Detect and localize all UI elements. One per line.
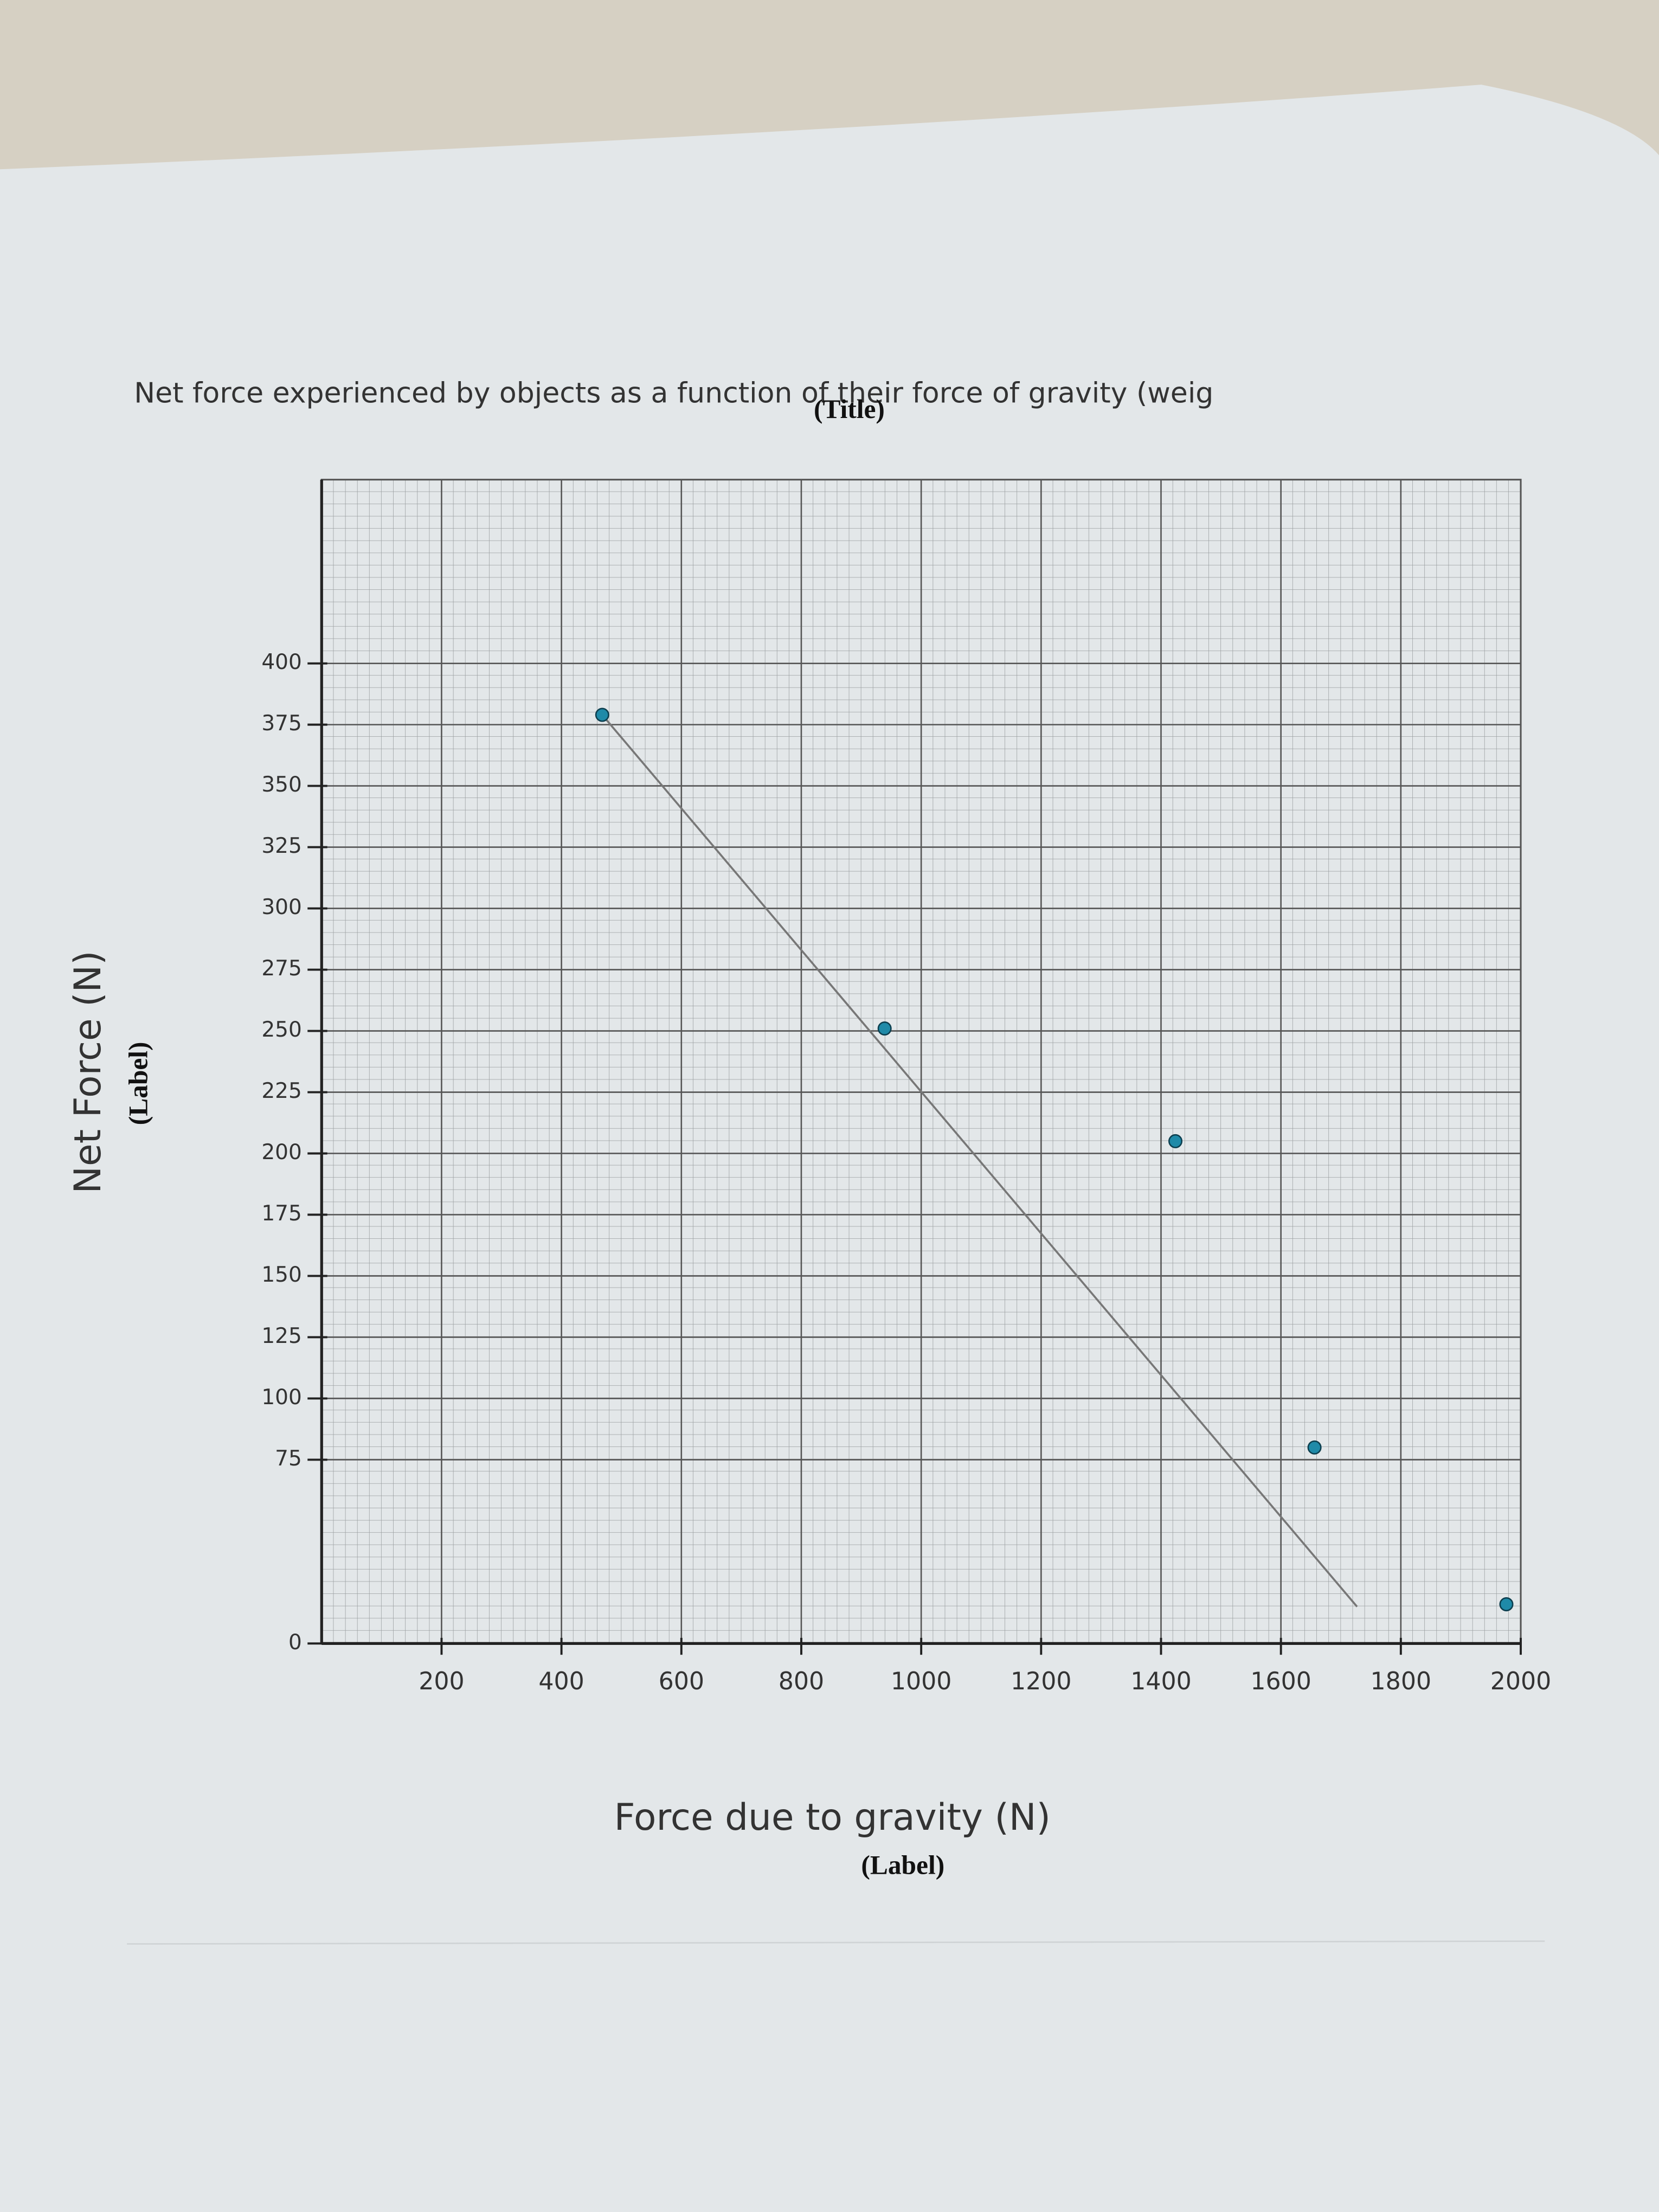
x-tick-label: 1400 (1130, 1668, 1192, 1695)
x-tick-label: 2000 (1490, 1668, 1552, 1695)
x-tick-label: 1000 (891, 1668, 952, 1695)
y-tick-label: 250 (261, 1018, 301, 1042)
x-tick-label: 1600 (1250, 1668, 1311, 1695)
data-point (877, 1021, 892, 1036)
data-point (1168, 1134, 1183, 1148)
x-tick-label: 1800 (1371, 1668, 1432, 1695)
y-tick-label: 75 (275, 1446, 302, 1471)
y-tick-label: 275 (261, 956, 301, 981)
x-tick-label: 200 (419, 1668, 464, 1695)
y-axis-label: Net Force (N) (66, 950, 109, 1193)
x-tick-label: 600 (659, 1668, 704, 1695)
y-tick-label: 325 (261, 834, 301, 858)
data-point (1307, 1440, 1322, 1455)
y-tick-label: 200 (261, 1140, 301, 1165)
y-axis-caption: (Label) (124, 1041, 153, 1125)
page-rule (127, 1940, 1545, 1945)
x-tick-label: 800 (779, 1668, 824, 1695)
y-tick-label: 100 (261, 1385, 301, 1410)
y-tick-label: 150 (261, 1263, 301, 1287)
title-caption: (Title) (814, 394, 885, 424)
x-axis-label: Force due to gravity (N) (614, 1796, 1051, 1838)
y-tick-label: 175 (261, 1201, 301, 1226)
trend-line (601, 714, 1358, 1607)
y-tick-label: 125 (261, 1324, 301, 1348)
y-tick-label: 400 (261, 650, 301, 674)
chart-title: Net force experienced by objects as a fu… (134, 377, 1213, 410)
y-tick-label: 0 (288, 1630, 302, 1655)
y-tick-label: 300 (261, 895, 301, 919)
y-tick-label: 350 (261, 773, 301, 797)
x-tick-label: 400 (538, 1668, 584, 1695)
x-axis-caption: (Label) (861, 1850, 944, 1880)
y-tick-label: 375 (261, 711, 301, 736)
data-point (1499, 1597, 1514, 1612)
y-tick-label: 225 (261, 1079, 301, 1103)
x-tick-label: 1200 (1011, 1668, 1072, 1695)
data-point (595, 708, 609, 722)
